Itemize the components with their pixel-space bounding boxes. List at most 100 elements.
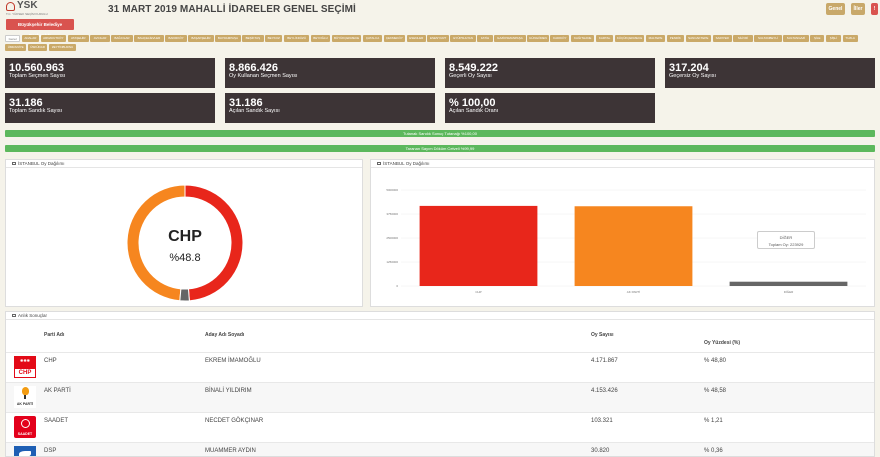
stat-value: % 100,00 <box>449 97 496 109</box>
district-tab[interactable]: KÜÇÜKÇEKMECE <box>614 35 645 42</box>
district-tab[interactable]: ESENLER <box>406 35 426 42</box>
district-tab[interactable]: BÜYÜKÇEKMECE <box>331 35 362 42</box>
district-tab[interactable]: BAYRAMPAŞA <box>215 35 241 42</box>
district-tab[interactable]: PENDİK <box>666 35 684 42</box>
donut-segment-other[interactable] <box>179 288 190 302</box>
genel-button[interactable]: Genel <box>826 3 845 15</box>
stat-label: Toplam Sandık Sayısı <box>9 108 63 114</box>
district-tab[interactable]: AVCILAR <box>90 35 110 42</box>
vote-count: 4.153.426 <box>591 388 618 394</box>
district-tabs: Genel ADALAR ARNAVUTKÖY ATAŞEHİR AVCILAR BAĞC… <box>5 35 875 53</box>
district-tab[interactable]: KAĞITHANE <box>571 35 595 42</box>
header: YSK T.C. YÜKSEK SEÇİM KURULU 31 MART 201… <box>0 0 880 18</box>
ysk-logo[interactable]: YSK T.C. YÜKSEK SEÇİM KURULU <box>6 0 68 17</box>
cetvel-progress-bar: Taranan Sayım Döküm Cetveli %99,99 <box>5 145 875 152</box>
district-tab[interactable]: ARNAVUTKÖY <box>40 35 67 42</box>
stat-value: 31.186 <box>229 97 263 109</box>
bar-ak-parti̇[interactable] <box>574 206 693 286</box>
tooltip-value: Toplam Oy: 223929 <box>768 242 804 247</box>
donut-panel-title: İSTANBUL Oy Dağılımı <box>18 161 65 166</box>
stat-label: Geçerli Oy Sayısı <box>449 73 492 79</box>
candidate-name: NECDET GÖKÇINAR <box>205 418 264 424</box>
vote-percent: % 1,21 <box>704 418 723 424</box>
stat-value: 317.204 <box>669 62 709 74</box>
district-tab[interactable]: SANCAKTEPE <box>685 35 711 42</box>
district-tab[interactable]: KADIKÖY <box>550 35 570 42</box>
election-type-button[interactable]: Büyükşehir Belediye Başkanlığı <box>6 19 74 38</box>
stat-label: Oy Kullanan Seçmen Sayısı <box>229 73 298 79</box>
alert-button[interactable]: ! <box>871 3 878 15</box>
district-tab[interactable]: ESENYURT <box>427 35 449 42</box>
district-tab[interactable]: MALTEPE <box>645 35 666 42</box>
iller-button[interactable]: İller <box>851 3 865 15</box>
district-tab[interactable]: TUZLA <box>842 35 858 42</box>
district-tab[interactable]: BAHÇELİEVLER <box>134 35 164 42</box>
district-tab[interactable]: ADALAR <box>21 35 40 42</box>
district-tab[interactable]: BAĞCILAR <box>111 35 133 42</box>
stat-opened-boxes: 31.186 Açılan Sandık Sayısı <box>225 93 435 123</box>
table-icon <box>12 314 16 318</box>
akp-logo-icon: AK PARTİ <box>14 386 36 408</box>
district-tab[interactable]: BEYLİKDÜZÜ <box>283 35 310 42</box>
stat-value: 8.866.426 <box>229 62 278 74</box>
table-row[interactable]: SAADET SAADET NECDET GÖKÇINAR 103.321 % … <box>6 412 874 442</box>
district-tab[interactable]: SARIYER <box>712 35 732 42</box>
stat-label: Geçersiz Oy Sayısı <box>669 73 717 79</box>
district-tab[interactable]: Genel <box>5 35 21 42</box>
party-name: AK PARTİ <box>44 388 71 394</box>
donut-panel-header: İSTANBUL Oy Dağılımı <box>6 160 362 168</box>
district-tab[interactable]: ZEYTİNBURNU <box>48 44 77 51</box>
vote-count: 4.171.867 <box>591 358 618 364</box>
col-percent[interactable]: Oy Yüzdesi (%) <box>704 340 741 346</box>
bar-panel-title: İSTANBUL Oy Dağılımı <box>383 161 430 166</box>
chp-logo-icon: ✺✺✺ CHP <box>14 356 36 378</box>
stat-total-voters: 10.560.963 Toplam Seçmen Sayısı <box>5 58 215 88</box>
table-row[interactable]: AK PARTİ AK PARTİ BİNALİ YILDIRIM 4.153.… <box>6 382 874 412</box>
bar-di̇ğer[interactable] <box>729 281 848 286</box>
y-tick-label: 5000000 <box>386 188 398 192</box>
bar-chp[interactable] <box>419 205 538 286</box>
district-tab[interactable]: SULTANBEYLİ <box>754 35 782 42</box>
col-candidate[interactable]: Aday Adı Soyadı <box>205 332 245 338</box>
district-tab[interactable]: FATİH <box>477 35 493 42</box>
vote-percent: % 48,58 <box>704 388 727 394</box>
district-tab[interactable]: ATAŞEHİR <box>67 35 89 42</box>
donut-segment-akp[interactable] <box>126 184 186 302</box>
district-tab[interactable]: BEYOĞLU <box>310 35 331 42</box>
district-tab[interactable]: KARTAL <box>595 35 614 42</box>
district-tab[interactable]: GAZİOSMANPAŞA <box>494 35 526 42</box>
district-tab[interactable]: GÜNGÖREN <box>527 35 549 42</box>
table-row[interactable]: ✺✺✺ CHP CHP EKREM İMAMOĞLU 4.171.867 % 4… <box>6 352 874 382</box>
district-tab[interactable]: SİLİVRİ <box>733 35 753 42</box>
district-tab[interactable]: ÜMRANİYE <box>5 44 27 51</box>
district-tab[interactable]: SULTANGAZİ <box>783 35 809 42</box>
vote-count: 30.820 <box>591 448 610 454</box>
candidate-name: BİNALİ YILDIRIM <box>205 388 252 394</box>
party-name: CHP <box>44 358 57 364</box>
stat-label: Açılan Sandık Oranı <box>449 108 499 114</box>
logo-subtitle: T.C. YÜKSEK SEÇİM KURULU <box>6 12 48 16</box>
district-tab[interactable]: BAŞAKŞEHİR <box>188 35 214 42</box>
stat-opened-ratio: % 100,00 Açılan Sandık Oranı <box>445 93 655 123</box>
vote-percent: % 0,36 <box>704 448 723 454</box>
district-tab[interactable]: BAKIRKÖY <box>165 35 187 42</box>
col-votes[interactable]: Oy Sayısı <box>591 332 614 338</box>
candidate-name: MUAMMER AYDIN <box>205 448 256 454</box>
table-row[interactable]: DSP MUAMMER AYDIN 30.820 % 0,36 <box>6 442 874 456</box>
page-title: 31 MART 2019 MAHALLİ İDARELER GENEL SEÇİ… <box>108 4 356 15</box>
party-name: SAADET <box>44 418 69 424</box>
district-tab[interactable]: ÇATALCA <box>362 35 383 42</box>
col-party[interactable]: Parti Adı <box>44 332 65 338</box>
district-tab[interactable]: BEYKOZ <box>265 35 283 42</box>
stat-voted: 8.866.426 Oy Kullanan Seçmen Sayısı <box>225 58 435 88</box>
stat-label: Toplam Seçmen Sayısı <box>9 73 66 79</box>
district-tab[interactable]: ÇEKMEKÖY <box>383 35 406 42</box>
district-tab[interactable]: EYÜPSULTAN <box>450 35 476 42</box>
party-name: DSP <box>44 448 57 454</box>
district-tab[interactable]: ŞİŞLİ <box>825 35 841 42</box>
district-tab[interactable]: BEŞİKTAŞ <box>242 35 264 42</box>
district-tab[interactable]: ŞİLE <box>810 35 825 42</box>
district-tab[interactable]: ÜSKÜDAR <box>27 44 48 51</box>
ysk-emblem-icon <box>6 2 15 11</box>
donut-panel: İSTANBUL Oy Dağılımı CHP %48.8 <box>5 159 363 307</box>
